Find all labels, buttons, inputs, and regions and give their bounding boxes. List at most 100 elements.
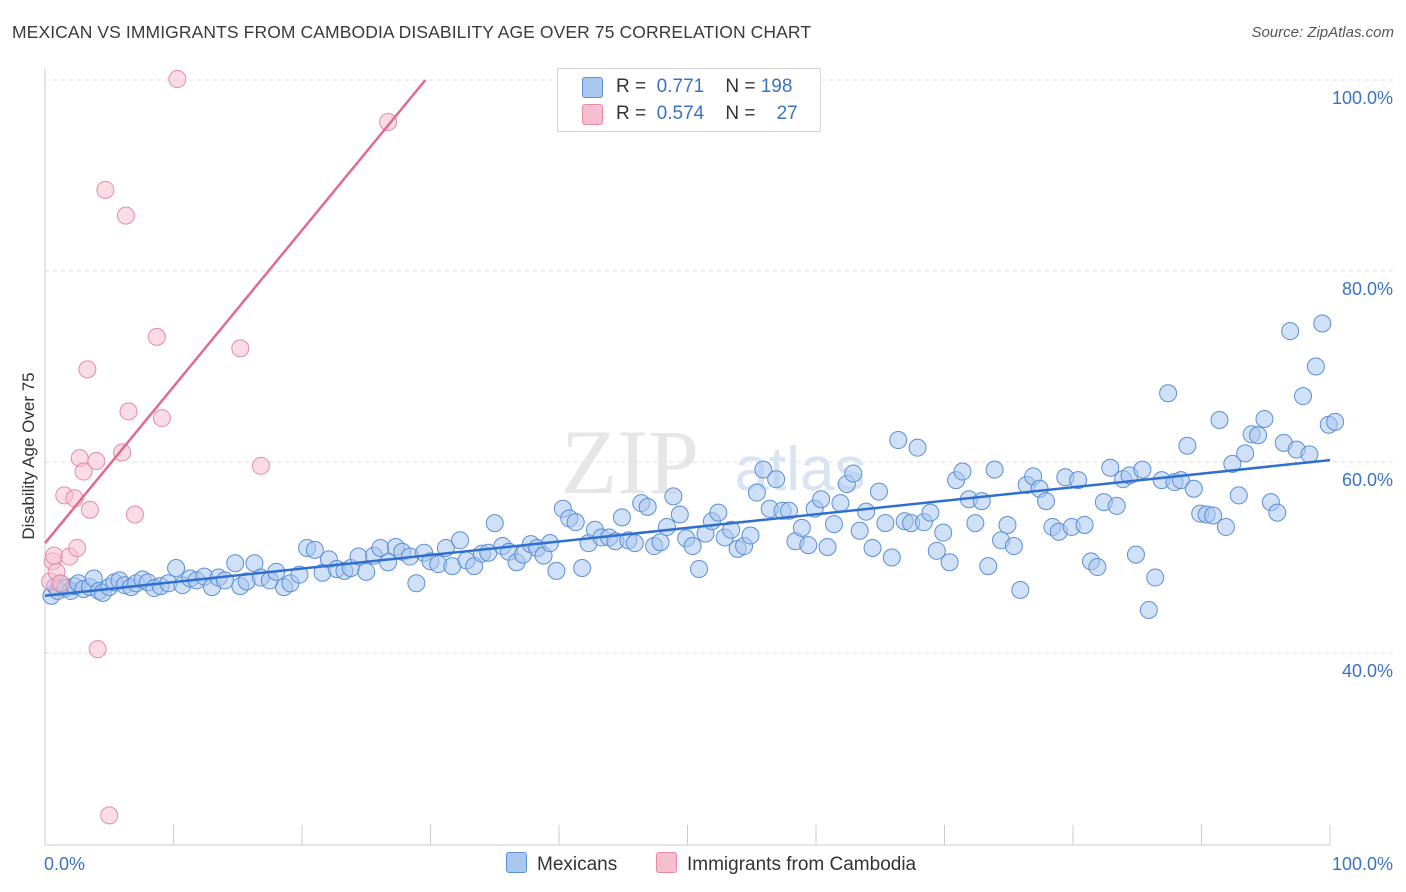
trend-line-mexicans <box>44 458 1331 597</box>
point-cambodia <box>251 456 270 475</box>
point-mexicans <box>799 536 818 555</box>
point-mexicans <box>407 574 426 593</box>
point-mexicans <box>844 464 863 483</box>
point-cambodia <box>147 327 166 346</box>
point-mexicans <box>1306 357 1325 376</box>
point-cambodia <box>113 443 132 462</box>
point-mexicans <box>1107 496 1126 515</box>
point-mexicans <box>1069 471 1088 490</box>
point-mexicans <box>934 523 953 542</box>
series-cambodia <box>41 70 398 825</box>
point-cambodia <box>68 538 87 557</box>
point-mexicans <box>379 553 398 572</box>
point-mexicans <box>908 438 927 457</box>
point-mexicans <box>767 470 786 489</box>
legend-swatch-pink <box>582 104 603 125</box>
point-mexicans <box>812 490 831 509</box>
point-cambodia <box>78 360 97 379</box>
legend-n-label: N = <box>725 103 756 124</box>
bottom-legend-swatch-pink <box>656 852 677 873</box>
point-mexicans <box>670 505 689 524</box>
point-mexicans <box>612 508 631 527</box>
point-mexicans <box>226 554 245 573</box>
bottom-legend-mexicans: Mexicans <box>506 852 617 876</box>
point-mexicans <box>1075 516 1094 535</box>
legend-n-value: 27 <box>776 103 798 124</box>
point-mexicans <box>1326 412 1345 431</box>
x-tick-label: 100.0% <box>1332 854 1393 874</box>
legend-n-label: N = <box>725 76 756 97</box>
legend-r-value: 0.574 <box>656 103 705 124</box>
point-mexicans <box>1146 568 1165 587</box>
point-mexicans <box>638 497 657 516</box>
point-mexicans <box>857 502 876 521</box>
point-mexicans <box>889 431 908 450</box>
point-mexicans <box>1216 517 1235 536</box>
tick-labels: 40.0% 60.0% 80.0% 100.0% 0.0% 100.0% <box>44 88 1393 874</box>
point-mexicans <box>850 521 869 540</box>
point-mexicans <box>657 517 676 536</box>
point-mexicans <box>566 513 585 532</box>
point-mexicans <box>357 562 376 581</box>
point-cambodia <box>74 462 93 481</box>
x-tick-label: 0.0% <box>44 854 85 874</box>
point-cambodia <box>231 339 250 358</box>
y-tick-label: 100.0% <box>1332 88 1393 108</box>
point-mexicans <box>754 460 773 479</box>
y-tick-label: 60.0% <box>1342 470 1393 490</box>
point-mexicans <box>1236 444 1255 463</box>
point-mexicans <box>1255 410 1274 429</box>
point-mexicans <box>863 538 882 557</box>
legend-r-label: R = <box>616 76 647 97</box>
point-mexicans <box>1300 445 1319 464</box>
point-mexicans <box>1268 503 1287 522</box>
point-mexicans <box>1133 460 1152 479</box>
point-mexicans <box>215 571 234 590</box>
point-mexicans <box>1159 384 1178 403</box>
point-mexicans <box>940 553 959 572</box>
point-mexicans <box>882 548 901 567</box>
source-label: Source: ZipAtlas.com <box>1251 24 1394 41</box>
point-mexicans <box>1294 387 1313 406</box>
bottom-legend-label: Immigrants from Cambodia <box>687 854 917 875</box>
bottom-legend-label: Mexicans <box>537 854 618 875</box>
point-cambodia <box>87 452 106 471</box>
trend-line-cambodia <box>44 79 427 544</box>
point-mexicans <box>1210 410 1229 429</box>
point-mexicans <box>818 537 837 556</box>
point-mexicans <box>1139 601 1158 620</box>
legend-n-value: 198 <box>760 76 793 97</box>
point-mexicans <box>1101 458 1120 477</box>
point-cambodia <box>96 180 115 199</box>
point-mexicans <box>305 540 324 559</box>
point-mexicans <box>1313 314 1332 333</box>
point-cambodia <box>116 206 135 225</box>
point-mexicans <box>831 494 850 513</box>
point-cambodia <box>125 505 144 524</box>
point-mexicans <box>985 460 1004 479</box>
point-mexicans <box>709 503 728 522</box>
point-mexicans <box>547 561 566 580</box>
point-mexicans <box>1126 545 1145 564</box>
point-mexicans <box>1184 479 1203 498</box>
point-mexicans <box>927 541 946 560</box>
legend-swatch-blue <box>582 77 603 98</box>
point-mexicans <box>1223 454 1242 473</box>
y-tick-label: 40.0% <box>1342 661 1393 681</box>
point-mexicans <box>683 537 702 556</box>
point-mexicans <box>690 559 709 578</box>
point-mexicans <box>979 557 998 576</box>
point-cambodia <box>379 113 398 132</box>
point-mexicans <box>451 531 470 550</box>
point-mexicans <box>1229 486 1248 505</box>
point-cambodia <box>51 574 70 593</box>
point-cambodia <box>44 546 63 565</box>
legend-r-label: R = <box>616 103 647 124</box>
y-axis-label: Disability Age Over 75 <box>19 372 38 539</box>
point-mexicans <box>625 534 644 553</box>
point-mexicans <box>664 487 683 506</box>
point-mexicans <box>485 514 504 533</box>
point-mexicans <box>869 482 888 501</box>
point-mexicans <box>573 559 592 578</box>
